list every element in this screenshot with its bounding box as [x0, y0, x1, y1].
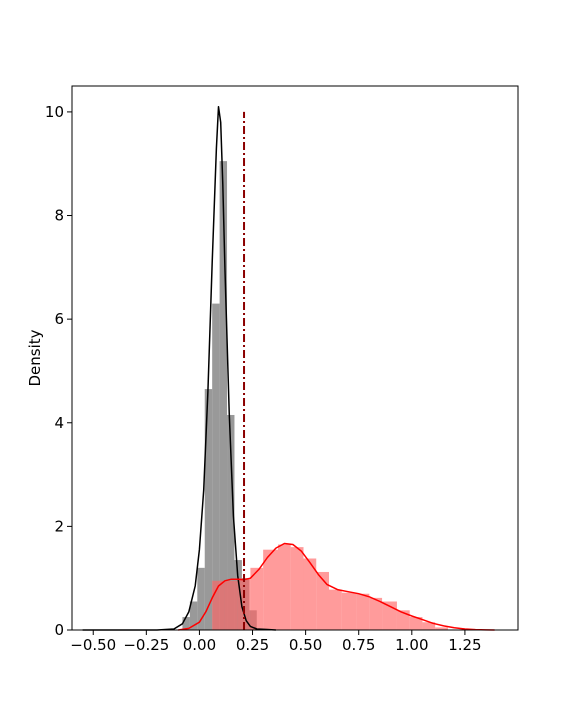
x-tick-label: −0.25	[123, 636, 169, 654]
histogram-bar-gray	[219, 161, 228, 630]
histogram-bar-gray	[204, 389, 213, 630]
histogram-bar-red	[369, 597, 383, 630]
histogram-bar-red	[396, 610, 410, 630]
y-tick-label: 0	[54, 621, 64, 639]
histogram-bar-red	[278, 544, 291, 630]
histogram-bar-red	[303, 558, 317, 630]
y-axis-title: Density	[26, 329, 44, 386]
x-tick-label: 1.25	[448, 636, 481, 654]
x-tick-label: 0.50	[289, 636, 322, 654]
histogram-bar-red	[341, 592, 357, 630]
histogram-bar-red	[290, 547, 304, 630]
histogram-bar-red	[237, 578, 251, 630]
kde-layer	[82, 105, 495, 631]
histogram-bar-gray	[197, 567, 205, 630]
y-tick-label: 2	[54, 517, 64, 535]
histogram-bar-red	[263, 549, 279, 630]
x-tick-label: 0.00	[183, 636, 216, 654]
kde-curve-black	[82, 105, 276, 631]
y-tick-label: 6	[54, 310, 64, 328]
histogram-bar-red	[316, 571, 329, 630]
x-tick-label: 0.75	[342, 636, 375, 654]
y-tick-label: 4	[54, 414, 64, 432]
histogram-bar-gray	[189, 601, 198, 630]
histogram-bar-gray	[227, 414, 235, 630]
histogram-bar-red	[328, 589, 342, 630]
histogram-bar-red	[435, 627, 448, 630]
histogram-bar-red	[422, 622, 436, 630]
histogram-bar-gray	[182, 617, 190, 630]
y-axis: 0 2 4 6 8 10	[45, 103, 72, 639]
y-tick-label: 8	[54, 207, 64, 225]
histogram-bar-red	[250, 567, 264, 630]
x-axis: −0.50 −0.25 0.00 0.25 0.50 0.75 1.00 1.25	[70, 630, 482, 654]
kde-curve-red	[178, 542, 495, 631]
x-tick-label: 0.25	[236, 636, 269, 654]
histogram-bar-red	[212, 580, 225, 630]
y-tick-label: 10	[45, 103, 64, 121]
histogram-bar-red	[409, 617, 423, 630]
x-tick-label: −0.50	[70, 636, 116, 654]
histogram-bar-gray	[212, 303, 220, 630]
histogram-bar-red	[356, 593, 370, 630]
histogram-bar-red	[224, 580, 238, 630]
plot-area-frame	[71, 85, 519, 631]
x-tick-label: 1.00	[395, 636, 428, 654]
histogram-layer	[182, 161, 448, 630]
